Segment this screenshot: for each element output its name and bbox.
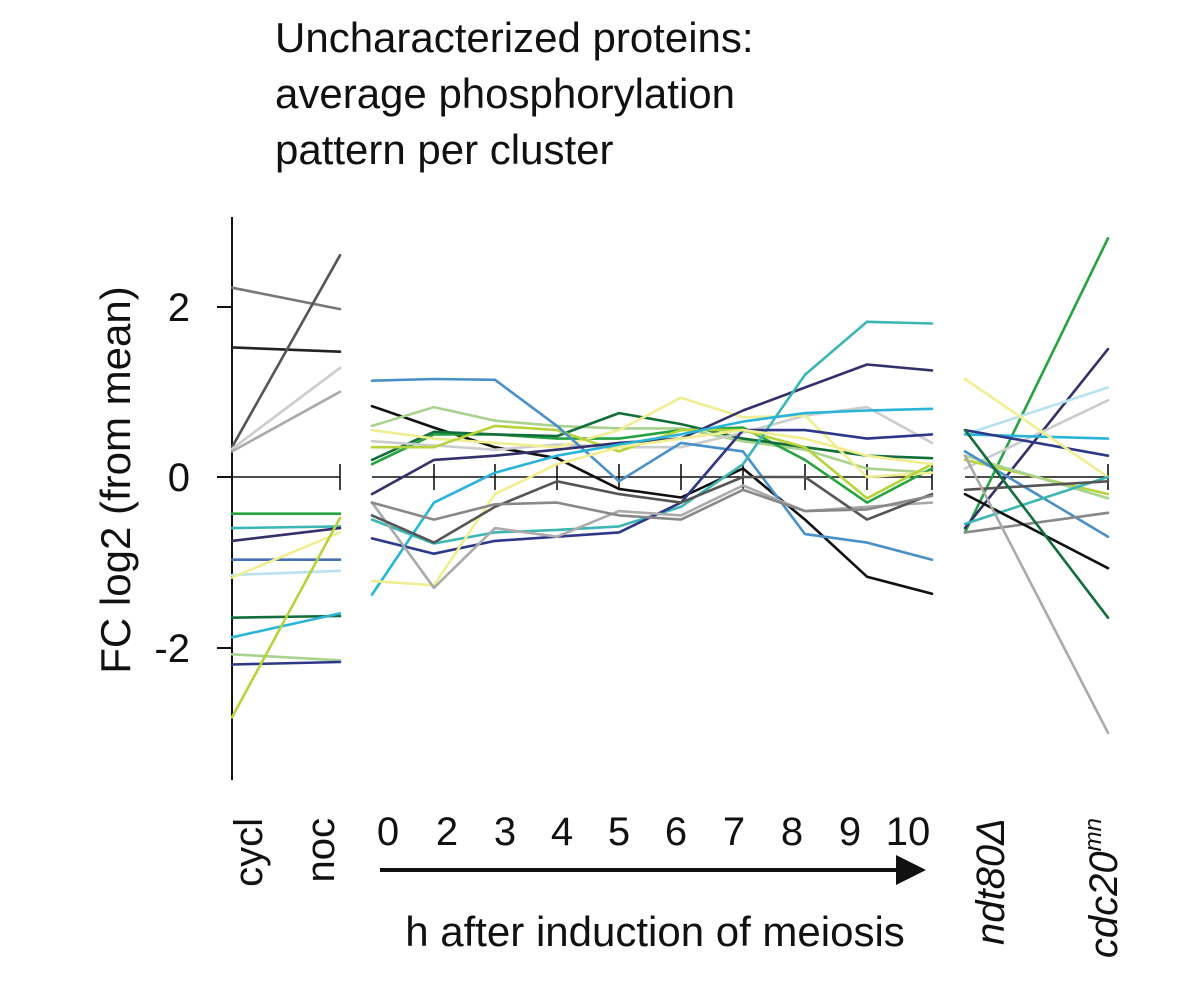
x-label-h2: 2 xyxy=(436,810,458,854)
x-tick-labels: cycl noc 0 2 3 4 5 6 7 8 9 10 ndt80Δ cdc20mn xyxy=(227,810,1126,958)
y-axis-label: FC log2 (from mean) xyxy=(92,286,139,673)
x-label-noc: noc xyxy=(299,818,343,883)
x-label-h3: 3 xyxy=(494,810,516,854)
series-line-mutants-14 xyxy=(963,492,1110,570)
series-line-mitotic-16 xyxy=(230,516,342,719)
x-label-cdc20: cdc20mn xyxy=(1080,818,1126,958)
y-tick-label-2: 2 xyxy=(168,286,190,330)
series-line-mitotic-8 xyxy=(230,526,342,543)
y-tick-label-minus-2: -2 xyxy=(154,627,190,671)
x-label-h9: 9 xyxy=(839,810,861,854)
x-label-h0: 0 xyxy=(377,810,399,854)
series-line-mutants-11 xyxy=(963,475,1110,526)
x-label-h7: 7 xyxy=(723,810,745,854)
series-line-mitotic-14 xyxy=(230,652,342,662)
series-line-mutants-2 xyxy=(963,347,1110,530)
y-axis: 2 0 -2 xyxy=(154,217,233,780)
series-group-mitotic xyxy=(230,254,342,719)
series-line-mutants-12 xyxy=(963,479,1110,492)
time-arrow-head xyxy=(896,855,926,885)
x-label-h4: 4 xyxy=(551,810,573,854)
series-line-mutants-7 xyxy=(963,377,1110,479)
time-arrow xyxy=(380,855,926,885)
series-line-mitotic-7 xyxy=(230,525,342,530)
x-label-cycl: cycl xyxy=(227,818,271,887)
x-label-ndt80: ndt80Δ xyxy=(969,818,1013,945)
series-line-meiosis-16 xyxy=(370,488,934,521)
series-line-mutants-1 xyxy=(963,237,1110,534)
series-line-meiosis-14 xyxy=(370,484,934,590)
series-line-meiosis-2 xyxy=(370,405,934,475)
series-group-mutants xyxy=(963,237,1110,735)
series-line-mitotic-3 xyxy=(230,254,342,449)
series-line-meiosis-13 xyxy=(370,428,934,587)
x-axis-label: h after induction of meiosis xyxy=(405,908,905,955)
title-line-2: average phosphorylation xyxy=(275,70,735,117)
series-line-mitotic-5 xyxy=(230,390,342,453)
chart-title: Uncharacterized proteins: average phosph… xyxy=(275,14,754,173)
series-line-mutants-16 xyxy=(963,454,1110,735)
series-line-meiosis-4 xyxy=(370,411,934,462)
x-labels-meiosis: 0 2 3 4 5 6 7 8 9 10 xyxy=(377,810,930,854)
series-line-mutants-10 xyxy=(963,450,1110,539)
cdc20-superscript: mn xyxy=(1080,818,1107,851)
x-label-h8: 8 xyxy=(781,810,803,854)
series-line-meiosis-15 xyxy=(370,475,934,544)
title-line-1: Uncharacterized proteins: xyxy=(275,14,754,61)
series-line-mitotic-15 xyxy=(230,660,342,666)
series-line-mitotic-10 xyxy=(230,569,342,577)
series-line-mitotic-11 xyxy=(230,531,342,579)
series-line-mutants-3 xyxy=(963,398,1110,470)
cdc20-text: cdc20 xyxy=(1082,851,1126,958)
series-line-mitotic-1 xyxy=(230,286,342,311)
series-line-mutants-4 xyxy=(963,386,1110,436)
title-line-3: pattern per cluster xyxy=(275,126,614,173)
series-group-meiosis xyxy=(370,320,934,596)
series-line-mitotic-4 xyxy=(230,366,342,451)
x-label-h10: 10 xyxy=(886,810,931,854)
series-line-meiosis-11 xyxy=(370,407,934,596)
series-line-mitotic-13 xyxy=(230,612,342,639)
series-line-mutants-15 xyxy=(963,428,1110,620)
y-tick-label-0: 0 xyxy=(168,456,190,500)
series-line-meiosis-8 xyxy=(370,377,934,562)
x-label-h5: 5 xyxy=(608,810,630,854)
x-label-h6: 6 xyxy=(665,810,687,854)
series-line-mutants-6 xyxy=(963,428,1110,458)
